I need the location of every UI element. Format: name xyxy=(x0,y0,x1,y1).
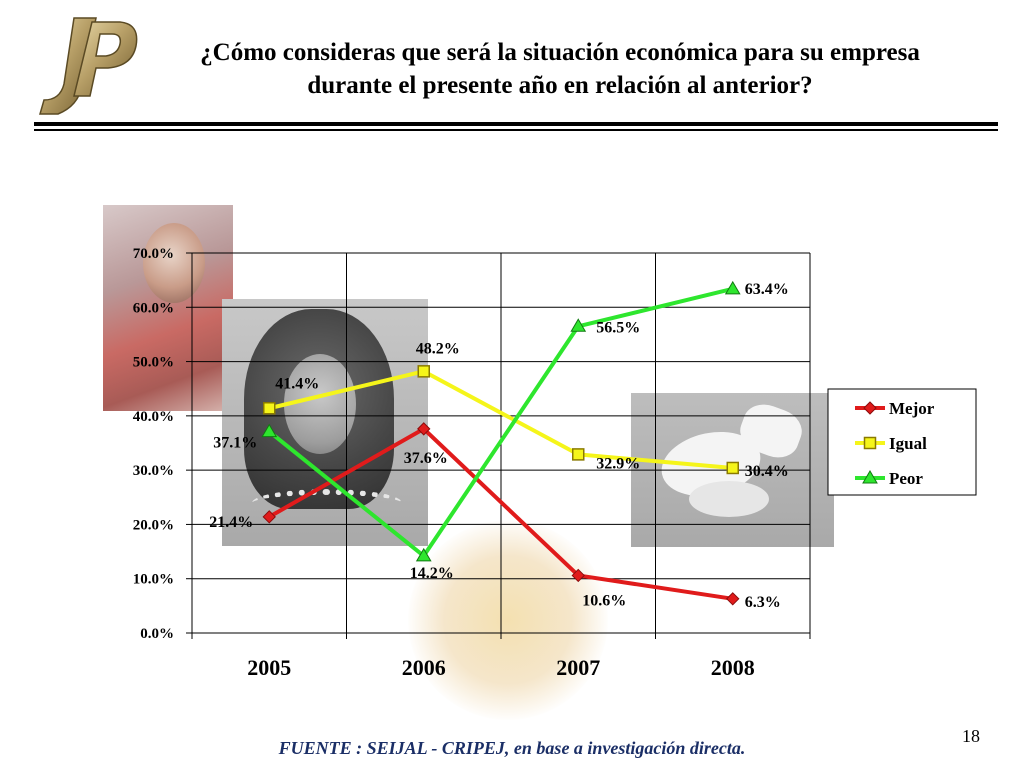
y-tick-label: 20.0% xyxy=(133,517,174,533)
legend-marker-peor xyxy=(862,470,878,484)
data-point-mejor xyxy=(262,510,276,524)
title-divider-thick xyxy=(34,122,998,126)
y-tick-label: 0.0% xyxy=(140,626,174,642)
jp-logo-icon xyxy=(39,17,138,115)
slide-title: ¿Cómo consideras que será la situación e… xyxy=(140,36,980,102)
data-label-mejor: 21.4% xyxy=(209,514,253,531)
data-point-peor xyxy=(261,423,278,438)
chart-series xyxy=(261,280,741,606)
y-tick-label: 60.0% xyxy=(133,300,174,316)
data-point-peor xyxy=(570,318,587,332)
data-label-mejor: 10.6% xyxy=(582,592,626,609)
data-point-mejor xyxy=(417,422,431,436)
data-point-mejor xyxy=(571,568,585,583)
data-label-igual: 41.4% xyxy=(275,375,319,392)
x-category-label: 2008 xyxy=(711,655,755,680)
y-tick-label: 70.0% xyxy=(133,246,174,262)
series-line-igual xyxy=(268,369,733,470)
data-label-igual: 32.9% xyxy=(596,455,640,472)
data-point-igual xyxy=(417,365,430,378)
slide-title-line2: durante el presente año en relación al a… xyxy=(307,72,813,99)
data-label-mejor: 37.6% xyxy=(404,450,448,467)
legend-label-igual: Igual xyxy=(889,434,927,453)
x-axis-categories: 2005 2006 2007 2008 xyxy=(247,655,755,680)
legend-marker-igual xyxy=(863,436,877,450)
page-number: 18 xyxy=(962,726,980,746)
data-point-peor xyxy=(415,547,432,562)
series-line-mejor xyxy=(268,426,734,601)
y-tick-label: 10.0% xyxy=(133,572,174,588)
y-tick-label: 50.0% xyxy=(133,355,174,371)
legend-label-mejor: Mejor xyxy=(889,399,935,418)
data-point-igual xyxy=(726,461,739,475)
y-tick-label: 30.0% xyxy=(133,463,174,479)
data-label-peor: 56.5% xyxy=(596,319,640,336)
y-axis-ticks: 0.0% 10.0% 20.0% 30.0% 40.0% 50.0% 60.0% 70.0% xyxy=(133,246,174,642)
background-photo-woman-phone xyxy=(222,299,428,546)
source-note: FUENTE : SEIJAL - CRIPEJ, en base a inve… xyxy=(278,738,746,758)
title-divider-thin xyxy=(34,129,998,131)
chart-legend: Mejor Igual Peor xyxy=(827,388,977,496)
series-line-peor xyxy=(267,286,734,558)
data-label-igual: 30.4% xyxy=(745,463,789,480)
data-point-igual xyxy=(572,448,585,461)
data-point-mejor xyxy=(726,592,740,606)
data-labels: 21.4% 37.6% 10.6% 6.3% 41.4% 48.2% 32.9% 30.4% 3… xyxy=(209,281,789,611)
data-label-peor: 14.2% xyxy=(410,565,454,582)
x-category-label: 2006 xyxy=(402,655,446,680)
data-label-igual: 48.2% xyxy=(416,340,460,357)
background-photo-coins xyxy=(408,520,608,720)
y-tick-label: 40.0% xyxy=(133,409,174,425)
x-category-label: 2005 xyxy=(247,655,291,680)
data-label-peor: 37.1% xyxy=(213,435,257,452)
legend-marker-mejor xyxy=(863,401,877,415)
data-point-peor xyxy=(724,280,741,295)
background-photo-woman-red xyxy=(103,205,233,411)
data-label-peor: 63.4% xyxy=(745,281,789,298)
legend-label-peor: Peor xyxy=(889,469,923,488)
data-point-igual xyxy=(263,402,276,415)
slide-title-line1: ¿Cómo consideras que será la situación e… xyxy=(200,39,920,66)
x-category-label: 2007 xyxy=(556,655,600,680)
legend-box xyxy=(827,388,977,496)
chart-grid xyxy=(186,252,811,639)
data-label-mejor: 6.3% xyxy=(745,594,781,611)
